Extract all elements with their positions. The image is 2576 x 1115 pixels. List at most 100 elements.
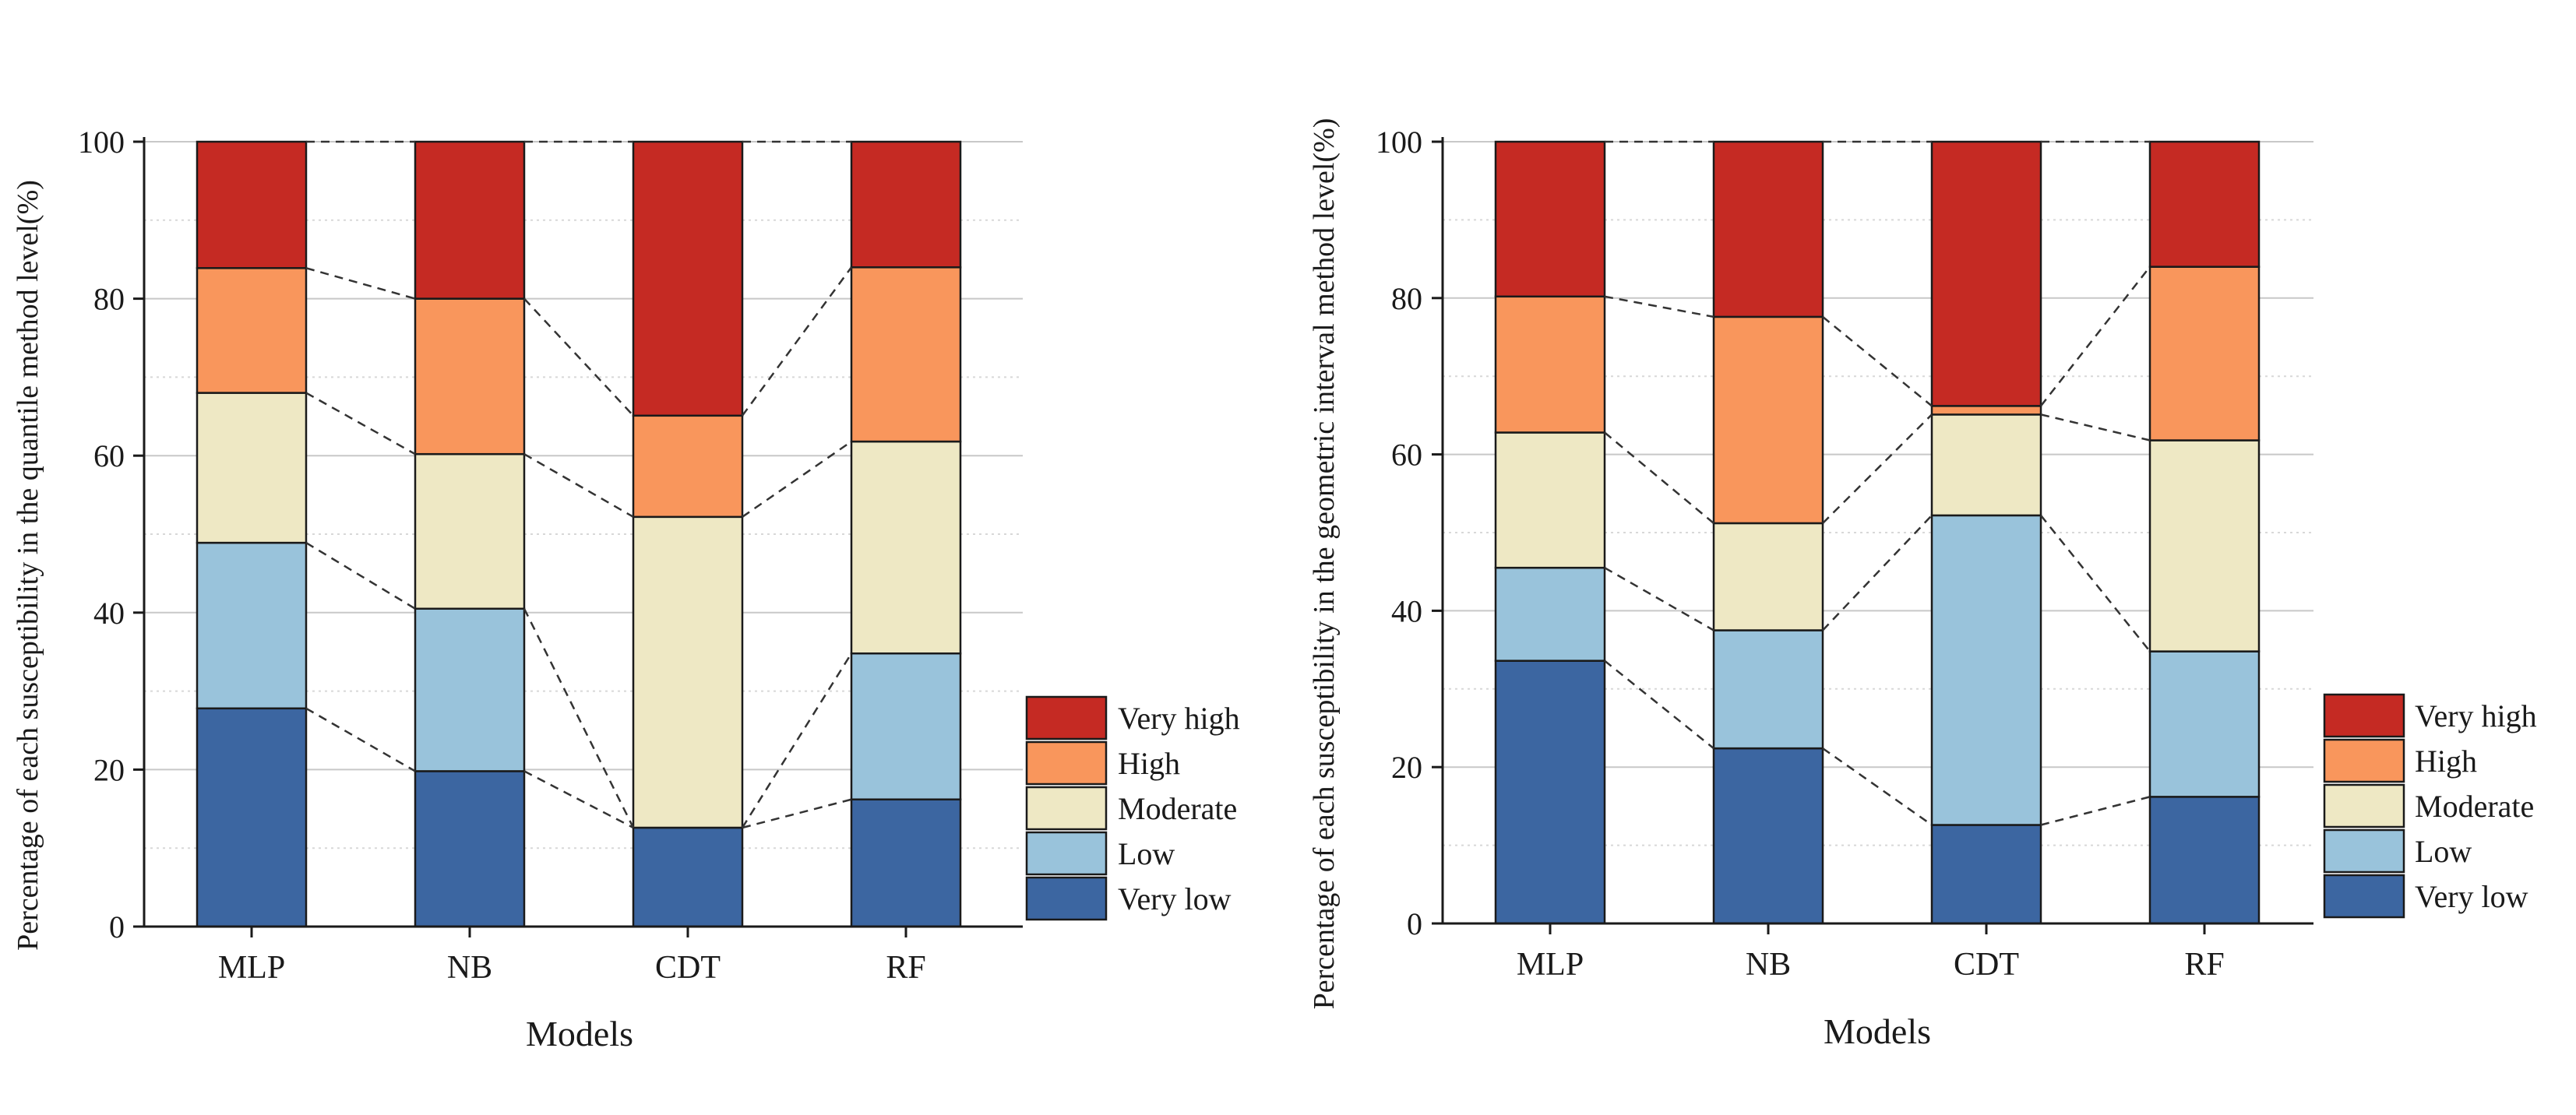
connector-line bbox=[1604, 295, 1714, 318]
legend-swatch-low bbox=[1025, 831, 1108, 876]
connector-line bbox=[741, 652, 853, 828]
legend: Very high High Moderate Low Very low bbox=[2323, 693, 2537, 919]
bar-very-high-cdt bbox=[1930, 140, 2042, 407]
connector-line bbox=[742, 798, 852, 829]
connector-line bbox=[742, 441, 852, 518]
connector-line bbox=[523, 608, 635, 828]
bar-moderate-rf bbox=[2148, 439, 2261, 652]
y-axis-title: Percentage of each susceptibility in the… bbox=[12, 180, 44, 951]
bar-high-rf bbox=[2148, 266, 2261, 441]
bar-moderate-rf bbox=[850, 440, 962, 655]
bar-very-low-cdt bbox=[632, 826, 744, 928]
connector-line bbox=[1822, 413, 1933, 524]
legend-label: High bbox=[1118, 746, 1180, 781]
legend-swatch-moderate bbox=[2323, 783, 2405, 828]
legend-label: High bbox=[2415, 744, 2477, 779]
bar-low-rf bbox=[2148, 650, 2261, 798]
x-tick-label: NB bbox=[447, 950, 492, 986]
x-tick-label: NB bbox=[1746, 947, 1791, 983]
bar-very-high-cdt bbox=[632, 140, 744, 417]
x-tick-label: CDT bbox=[1954, 947, 2019, 983]
y-tick-label: 100 bbox=[78, 125, 125, 160]
connector-line bbox=[2040, 266, 2151, 407]
bar-very-high-nb bbox=[414, 140, 526, 300]
bar-very-low-mlp bbox=[1494, 660, 1606, 925]
y-tick-label: 80 bbox=[1391, 281, 1422, 316]
legend: Very high High Moderate Low Very low bbox=[1025, 695, 1240, 921]
bar-moderate-mlp bbox=[1494, 431, 1606, 569]
bar-high-nb bbox=[414, 297, 526, 455]
connector-line bbox=[1604, 567, 1714, 631]
x-axis-title: Models bbox=[526, 1014, 633, 1053]
bar-very-low-nb bbox=[414, 770, 526, 928]
y-tick-label: 40 bbox=[93, 596, 125, 631]
bar-very-high-rf bbox=[850, 140, 962, 269]
bar-very-low-mlp bbox=[196, 707, 308, 928]
y-tick-label: 20 bbox=[1391, 750, 1422, 785]
bar-high-rf bbox=[850, 266, 962, 443]
chart-panel-1: 0 20 40 60 80 100 MLP NB CDT RF Models Percentage o… bbox=[12, 125, 1240, 1053]
bar-very-high-rf bbox=[2148, 140, 2261, 268]
bar-low-nb bbox=[1712, 629, 1824, 750]
bar-moderate-cdt bbox=[1930, 413, 2042, 517]
legend-swatch-very-low bbox=[2323, 874, 2405, 919]
x-tick-label: MLP bbox=[218, 950, 285, 986]
y-tick-label: 0 bbox=[109, 909, 125, 944]
connector-line bbox=[1822, 515, 1933, 631]
connector-line bbox=[1604, 431, 1714, 524]
legend-label: Moderate bbox=[1118, 791, 1237, 826]
y-tick-label: 100 bbox=[1376, 125, 1422, 160]
bar-moderate-nb bbox=[414, 452, 526, 610]
y-tick-label: 20 bbox=[93, 752, 125, 787]
legend-swatch-moderate bbox=[1025, 786, 1108, 831]
legend-swatch-very-low bbox=[1025, 876, 1108, 921]
bar-high-mlp bbox=[1494, 295, 1606, 434]
bar-very-high-nb bbox=[1712, 140, 1824, 318]
y-tick-label: 80 bbox=[93, 282, 125, 317]
bar-high-cdt bbox=[632, 414, 744, 519]
x-tick-label: RF bbox=[2184, 947, 2224, 983]
connector-line bbox=[2040, 796, 2151, 826]
legend-label: Very low bbox=[2415, 879, 2528, 914]
legend-label: Very low bbox=[1118, 881, 1232, 916]
legend-swatch-high bbox=[1025, 740, 1108, 786]
bar-moderate-mlp bbox=[196, 392, 308, 544]
x-tick-label: RF bbox=[886, 950, 925, 986]
legend-label: Moderate bbox=[2415, 789, 2534, 824]
chart-panel-2: 0 20 40 60 80 100 MLP NB CDT RF Models Percentage o… bbox=[1308, 118, 2537, 1051]
legend-swatch-very-high bbox=[1025, 695, 1108, 740]
connector-line bbox=[305, 267, 416, 300]
legend-label: Very high bbox=[2415, 698, 2537, 733]
x-tick-label: CDT bbox=[655, 950, 721, 986]
y-tick-label: 0 bbox=[1407, 906, 1422, 941]
connector-line bbox=[523, 297, 634, 417]
legend-label: Low bbox=[2415, 834, 2472, 869]
connector-line bbox=[523, 770, 634, 829]
legend-label: Low bbox=[1118, 836, 1175, 871]
bar-moderate-nb bbox=[1712, 522, 1824, 631]
connector-line bbox=[2040, 515, 2151, 652]
connector-line bbox=[305, 707, 416, 772]
connector-line bbox=[1822, 747, 1933, 826]
x-tick-label: MLP bbox=[1517, 947, 1584, 983]
bar-very-low-rf bbox=[2148, 796, 2261, 925]
bar-low-nb bbox=[414, 607, 526, 772]
connector-line bbox=[741, 266, 853, 417]
bar-moderate-cdt bbox=[632, 515, 744, 829]
legend-swatch-very-high bbox=[2323, 693, 2405, 738]
bar-very-high-mlp bbox=[196, 140, 308, 269]
bar-low-mlp bbox=[196, 541, 308, 710]
bar-very-low-nb bbox=[1712, 747, 1824, 925]
bar-low-cdt bbox=[1930, 514, 2042, 826]
bar-very-low-rf bbox=[850, 798, 962, 928]
bar-low-rf bbox=[850, 652, 962, 800]
bar-low-mlp bbox=[1494, 566, 1606, 662]
bar-high-nb bbox=[1712, 315, 1824, 525]
y-tick-label: 60 bbox=[93, 438, 125, 473]
connector-line bbox=[305, 542, 416, 610]
y-tick-label: 40 bbox=[1391, 593, 1422, 628]
y-axis-title: Percentage of each susceptibility in the… bbox=[1308, 118, 1341, 1010]
legend-swatch-high bbox=[2323, 738, 2405, 783]
bar-high-cdt bbox=[1930, 405, 2042, 416]
